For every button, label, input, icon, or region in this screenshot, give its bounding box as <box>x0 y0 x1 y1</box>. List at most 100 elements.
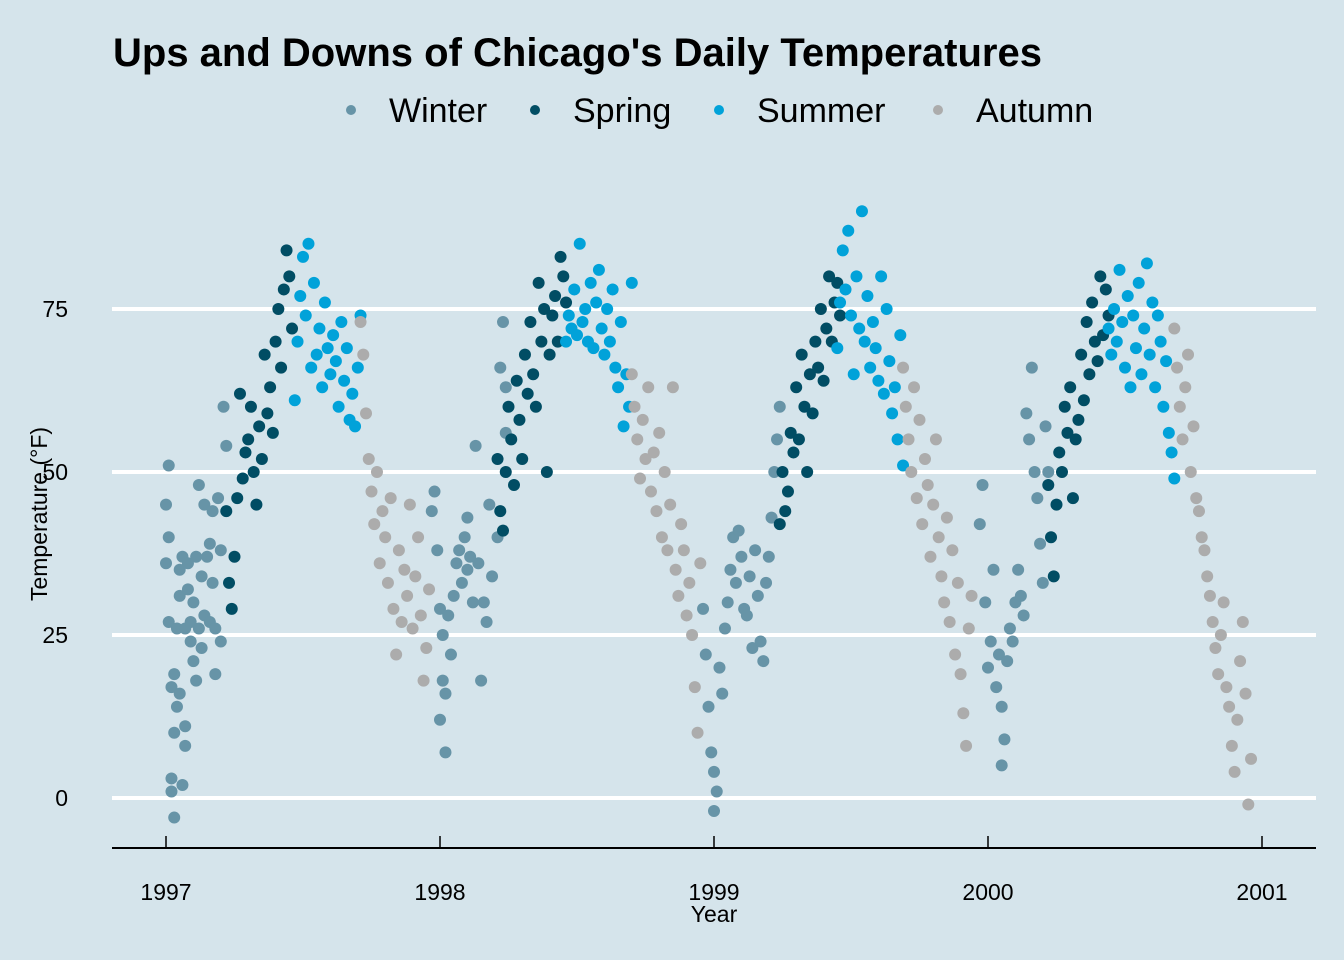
x-tick-label: 1999 <box>688 879 739 905</box>
data-point-spring <box>244 400 257 413</box>
data-point-autumn <box>965 589 978 602</box>
data-point-autumn <box>379 531 392 544</box>
data-point-spring <box>1091 355 1104 368</box>
data-point-winter <box>428 485 441 498</box>
data-point-winter <box>176 778 189 791</box>
data-point-autumn <box>943 615 956 628</box>
data-point-summer <box>595 322 608 335</box>
data-point-autumn <box>1228 765 1241 778</box>
legend-item-spring: Spring <box>530 92 671 130</box>
data-point-summer <box>866 316 879 329</box>
data-point-autumn <box>625 368 638 381</box>
data-point-autumn <box>412 531 425 544</box>
data-point-autumn <box>916 518 929 531</box>
data-point-autumn <box>1182 348 1195 361</box>
data-point-autumn <box>1171 361 1184 374</box>
data-point-spring <box>795 348 808 361</box>
data-point-winter <box>475 674 488 687</box>
data-point-spring <box>1066 492 1079 505</box>
data-point-winter <box>1017 609 1030 622</box>
data-point-spring <box>1045 531 1058 544</box>
data-point-spring <box>1077 394 1090 407</box>
data-point-winter <box>1042 466 1055 478</box>
data-point-spring <box>524 316 537 329</box>
data-point-summer <box>335 316 348 329</box>
data-point-spring <box>277 283 290 296</box>
data-point-summer <box>316 381 329 394</box>
data-point-summer <box>324 368 337 381</box>
data-point-autumn <box>927 498 940 511</box>
x-tick-label: 1997 <box>140 879 191 905</box>
series-summer <box>288 205 1181 485</box>
data-point-autumn <box>1220 681 1233 694</box>
data-point-summer <box>877 387 890 400</box>
data-point-autumn <box>401 589 414 602</box>
data-point-summer <box>1129 342 1142 355</box>
data-point-winter <box>434 602 446 615</box>
data-point-winter <box>995 759 1008 772</box>
x-tick-label: 2001 <box>1236 879 1287 905</box>
data-point-winter <box>187 596 200 609</box>
data-point-summer <box>845 309 857 322</box>
legend-item-autumn: Autumn <box>933 92 1093 130</box>
x-tick-label: 1998 <box>414 879 465 905</box>
data-point-autumn <box>899 400 912 413</box>
data-point-autumn <box>368 518 381 531</box>
data-point-summer <box>305 361 318 374</box>
data-point-summer <box>349 420 362 433</box>
data-point-autumn <box>647 446 660 459</box>
data-point-autumn <box>686 629 699 641</box>
data-point-summer <box>1108 303 1121 315</box>
data-point-summer <box>587 342 600 355</box>
legend-marker-icon <box>933 105 943 115</box>
data-point-autumn <box>373 557 386 570</box>
data-point-winter <box>1020 407 1033 420</box>
data-point-winter <box>173 563 186 576</box>
data-point-spring <box>551 335 564 348</box>
data-point-summer <box>880 303 893 315</box>
data-point-winter <box>203 537 216 550</box>
data-point-spring <box>250 498 263 511</box>
data-point-spring <box>798 400 811 413</box>
data-point-spring <box>560 296 573 309</box>
data-point-summer <box>1168 472 1181 485</box>
data-point-summer <box>1151 309 1164 322</box>
data-point-winter <box>464 550 477 563</box>
data-point-spring <box>255 452 268 465</box>
data-point-winter <box>757 655 770 668</box>
data-point-winter <box>160 498 172 511</box>
data-point-winter <box>195 570 208 583</box>
data-point-winter <box>206 505 219 518</box>
data-point-winter <box>990 681 1003 694</box>
data-point-autumn <box>658 466 671 478</box>
data-point-winter <box>168 811 181 824</box>
data-point-winter <box>442 609 455 622</box>
data-point-autumn <box>954 668 967 681</box>
data-point-summer <box>614 316 627 329</box>
data-point-winter <box>724 563 737 576</box>
data-point-spring <box>505 433 518 446</box>
data-point-winter <box>181 583 194 596</box>
data-point-winter <box>976 479 989 492</box>
data-point-autumn <box>362 452 375 465</box>
data-point-summer <box>1102 322 1115 335</box>
data-point-autumn <box>1206 615 1219 628</box>
y-axis-title: Temperature (°F) <box>26 427 52 601</box>
data-point-winter <box>209 668 222 681</box>
y-tick-label: 0 <box>55 785 68 811</box>
data-point-spring <box>258 348 271 361</box>
data-point-summer <box>834 296 847 309</box>
data-point-winter <box>998 733 1011 746</box>
data-point-summer <box>598 348 611 361</box>
data-point-spring <box>233 387 246 400</box>
data-point-autumn <box>672 589 685 602</box>
legend-marker-icon <box>714 105 724 115</box>
data-point-winter <box>212 492 225 505</box>
data-point-spring <box>1050 498 1063 511</box>
data-point-summer <box>297 250 309 263</box>
data-point-summer <box>861 289 874 302</box>
data-point-autumn <box>644 485 657 498</box>
data-point-spring <box>220 505 233 518</box>
data-point-autumn <box>1201 570 1214 583</box>
data-point-spring <box>806 407 819 420</box>
